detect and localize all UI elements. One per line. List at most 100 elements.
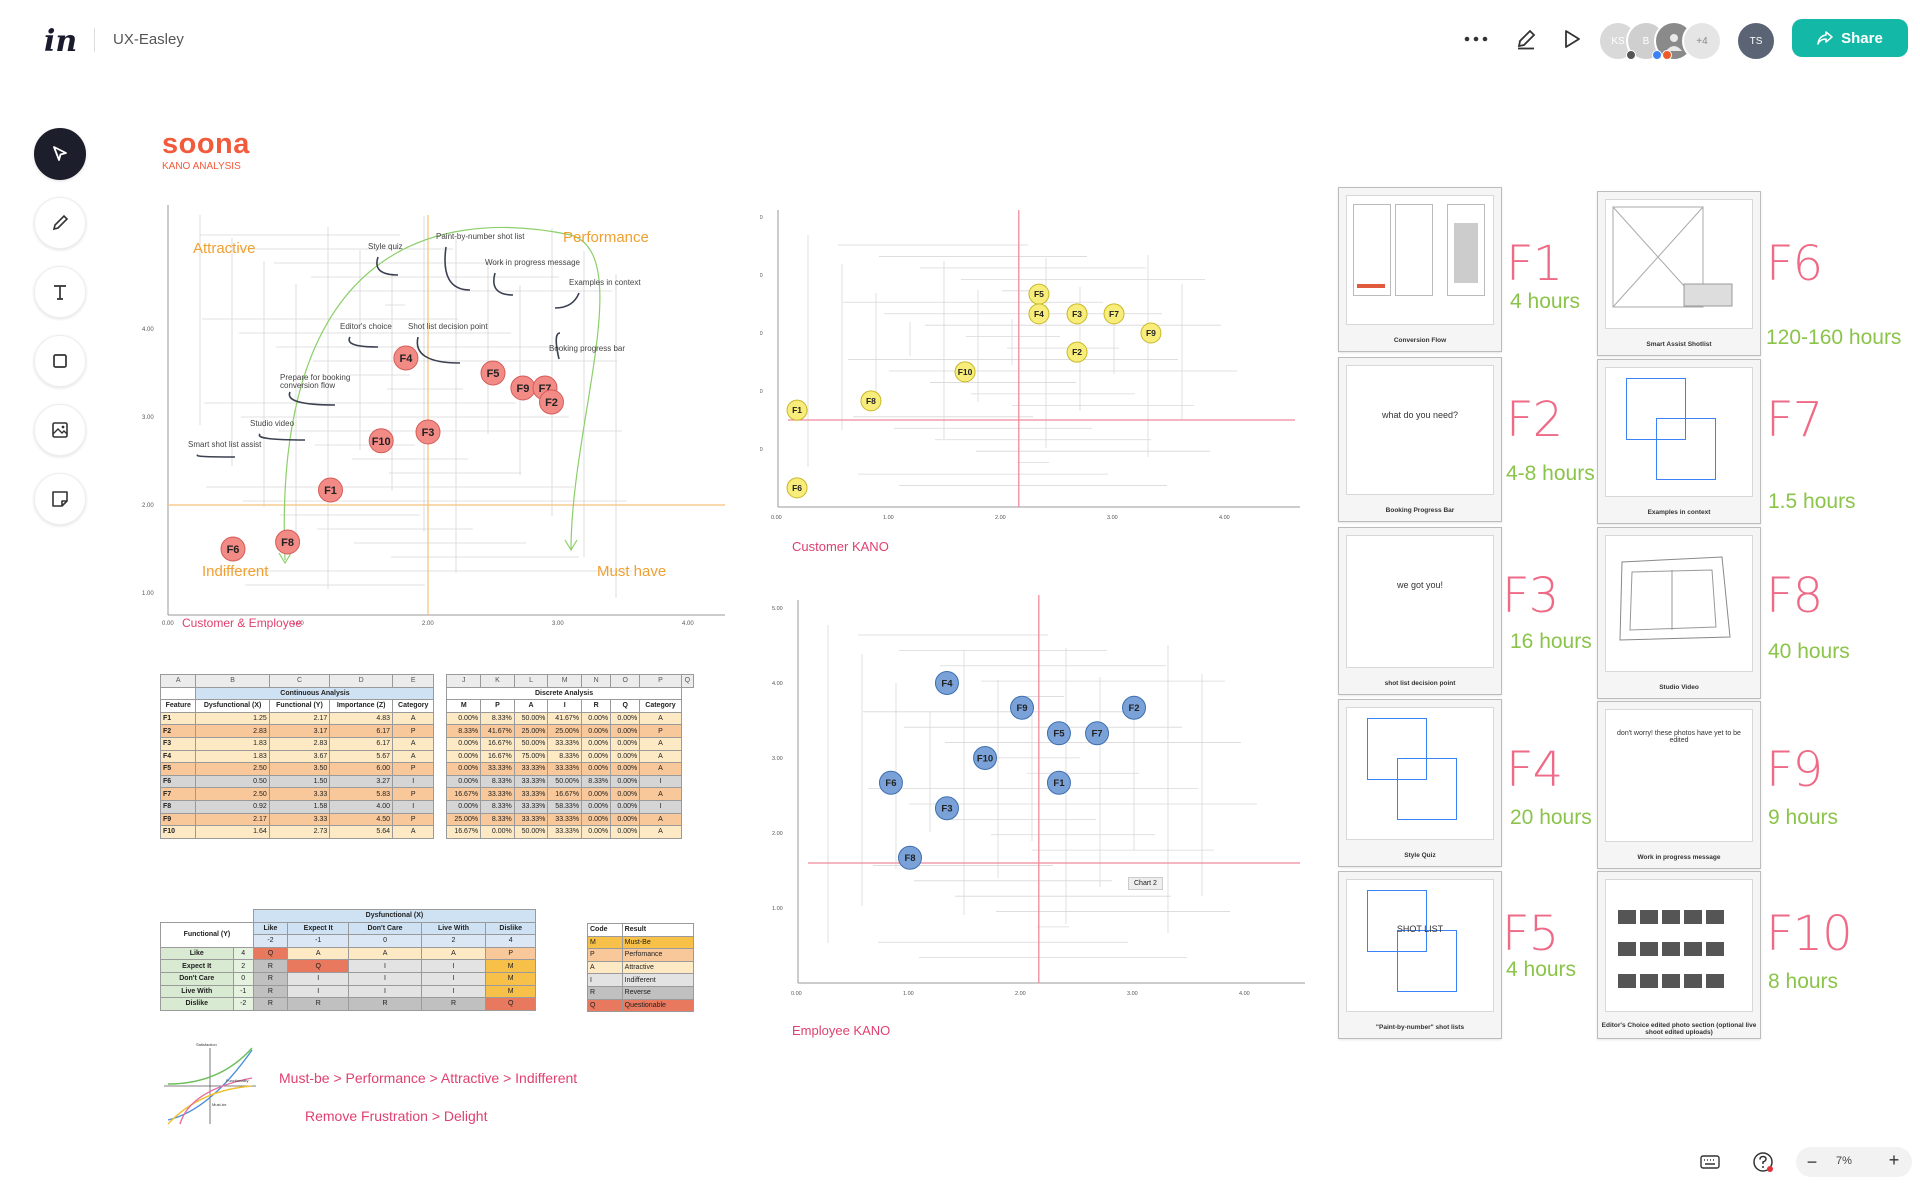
evaluation-cell[interactable]: I — [287, 984, 350, 999]
more-collaborators-badge[interactable]: +4 — [1682, 21, 1722, 61]
evaluation-cell[interactable]: R — [252, 959, 289, 973]
table-cell[interactable]: A — [392, 736, 435, 751]
table-cell[interactable]: 16.67% — [547, 787, 583, 801]
table-cell[interactable]: 8.33% — [581, 774, 612, 789]
table-cell[interactable]: 0.00% — [581, 711, 612, 726]
table-cell[interactable]: 3.50 — [268, 762, 331, 776]
table-cell[interactable]: 5.83 — [329, 787, 394, 801]
evaluation-cell[interactable]: M — [485, 984, 536, 999]
table-cell[interactable]: 0.00% — [610, 762, 641, 776]
wireframe-card-f3[interactable]: we got you! shot list decision point — [1338, 527, 1502, 695]
table-cell[interactable]: 0.00% — [581, 799, 612, 814]
evaluation-cell[interactable]: I — [348, 984, 422, 999]
table-cell[interactable]: 33.33% — [513, 812, 549, 827]
table-cell[interactable]: A — [639, 711, 682, 726]
table-cell[interactable]: 4.00 — [329, 799, 394, 814]
wireframe-card-f5[interactable]: SHOT LIST "Paint-by-number" shot lists — [1338, 871, 1502, 1039]
table-cell[interactable]: P — [392, 724, 435, 738]
table-cell[interactable]: 50.00% — [513, 825, 549, 839]
table-cell[interactable]: 33.33% — [513, 799, 549, 814]
table-cell[interactable]: 0.00% — [446, 736, 482, 751]
present-play-icon[interactable] — [1558, 25, 1586, 53]
zoom-in-button[interactable]: + — [1888, 1149, 1900, 1170]
wireframe-card-f10[interactable]: Editor's Choice edited photo section (op… — [1597, 871, 1761, 1039]
column-letter[interactable]: M — [547, 674, 583, 688]
table-cell[interactable]: 3.33 — [268, 812, 331, 827]
evaluation-cell[interactable]: A — [348, 946, 422, 961]
table-cell[interactable]: 41.67% — [547, 711, 583, 726]
evaluation-cell[interactable]: R — [252, 984, 289, 999]
table-cell[interactable]: 0.00% — [581, 736, 612, 751]
table-cell[interactable]: F3 — [159, 736, 197, 751]
evaluation-cell[interactable]: R — [287, 997, 350, 1011]
table-cell[interactable]: 16.67% — [480, 736, 515, 751]
user-avatar[interactable]: TS — [1736, 21, 1776, 61]
table-cell[interactable]: 6.17 — [329, 736, 394, 751]
table-cell[interactable] — [433, 787, 447, 801]
shape-tool-button[interactable] — [34, 335, 86, 387]
pen-tool-button[interactable] — [34, 197, 86, 249]
more-options-icon[interactable] — [1462, 25, 1490, 53]
text-tool-button[interactable] — [34, 266, 86, 318]
table-cell[interactable]: 0.00% — [581, 825, 612, 839]
table-cell[interactable]: 5.64 — [329, 825, 394, 839]
evaluation-cell[interactable]: R — [252, 997, 289, 1011]
table-cell[interactable]: P — [639, 724, 682, 738]
table-cell[interactable]: P — [392, 812, 435, 827]
table-cell[interactable]: 0.00% — [480, 825, 515, 839]
column-letter[interactable]: D — [329, 674, 394, 688]
table-cell[interactable]: I — [392, 774, 435, 789]
keyboard-shortcuts-button[interactable] — [1700, 1148, 1730, 1176]
table-cell[interactable]: 0.00% — [610, 787, 641, 801]
table-cell[interactable]: A — [639, 825, 682, 839]
table-cell[interactable] — [433, 737, 447, 751]
column-letter[interactable] — [433, 674, 447, 688]
table-cell[interactable]: A — [639, 736, 682, 751]
table-cell[interactable]: 2.83 — [268, 736, 331, 751]
table-cell[interactable]: 3.67 — [268, 749, 331, 764]
evaluation-cell[interactable]: Q — [287, 959, 350, 973]
column-letter[interactable]: E — [392, 674, 435, 688]
table-cell[interactable]: 16.67% — [446, 787, 482, 801]
table-cell[interactable]: 50.00% — [513, 711, 549, 726]
table-cell[interactable]: 8.33% — [446, 724, 482, 738]
evaluation-cell[interactable]: P — [485, 946, 536, 961]
table-cell[interactable]: 1.58 — [268, 799, 331, 814]
table-cell[interactable]: F4 — [159, 749, 197, 764]
table-cell[interactable] — [433, 724, 447, 738]
evaluation-cell[interactable]: Q — [485, 997, 536, 1011]
table-cell[interactable]: A — [639, 812, 682, 827]
evaluation-cell[interactable]: A — [287, 946, 350, 961]
evaluation-cell[interactable]: I — [420, 959, 487, 973]
table-cell[interactable]: 2.50 — [195, 787, 270, 801]
table-cell[interactable]: 0.00% — [581, 762, 612, 776]
image-tool-button[interactable] — [34, 404, 86, 456]
table-cell[interactable]: A — [392, 711, 435, 726]
wireframe-card-f8[interactable]: Studio Video — [1597, 527, 1761, 699]
table-cell[interactable]: A — [639, 787, 682, 801]
table-cell[interactable]: I — [639, 774, 682, 789]
table-cell[interactable]: F6 — [159, 774, 197, 789]
table-cell[interactable]: 58.33% — [547, 799, 583, 814]
sticky-note-tool-button[interactable] — [34, 473, 86, 525]
edit-pen-icon[interactable] — [1512, 25, 1540, 53]
table-cell[interactable] — [433, 825, 447, 839]
table-cell[interactable]: 0.00% — [610, 711, 641, 726]
table-cell[interactable]: 0.00% — [610, 774, 641, 789]
table-cell[interactable]: 3.33 — [268, 787, 331, 801]
column-letter[interactable]: J — [446, 674, 482, 688]
table-cell[interactable]: P — [392, 762, 435, 776]
table-cell[interactable]: F10 — [159, 825, 197, 839]
table-cell[interactable]: 0.00% — [446, 774, 482, 789]
table-cell[interactable]: 0.00% — [610, 812, 641, 827]
table-cell[interactable]: 8.33% — [547, 749, 583, 764]
column-letter[interactable]: L — [513, 674, 549, 688]
evaluation-cell[interactable]: I — [348, 959, 422, 973]
table-cell[interactable]: P — [392, 787, 435, 801]
table-cell[interactable]: 25.00% — [446, 812, 482, 827]
table-cell[interactable]: 8.33% — [480, 812, 515, 827]
table-cell[interactable]: F5 — [159, 762, 197, 776]
table-cell[interactable]: 3.17 — [268, 724, 331, 738]
table-cell[interactable]: 1.50 — [268, 774, 331, 789]
table-cell[interactable] — [433, 775, 447, 788]
